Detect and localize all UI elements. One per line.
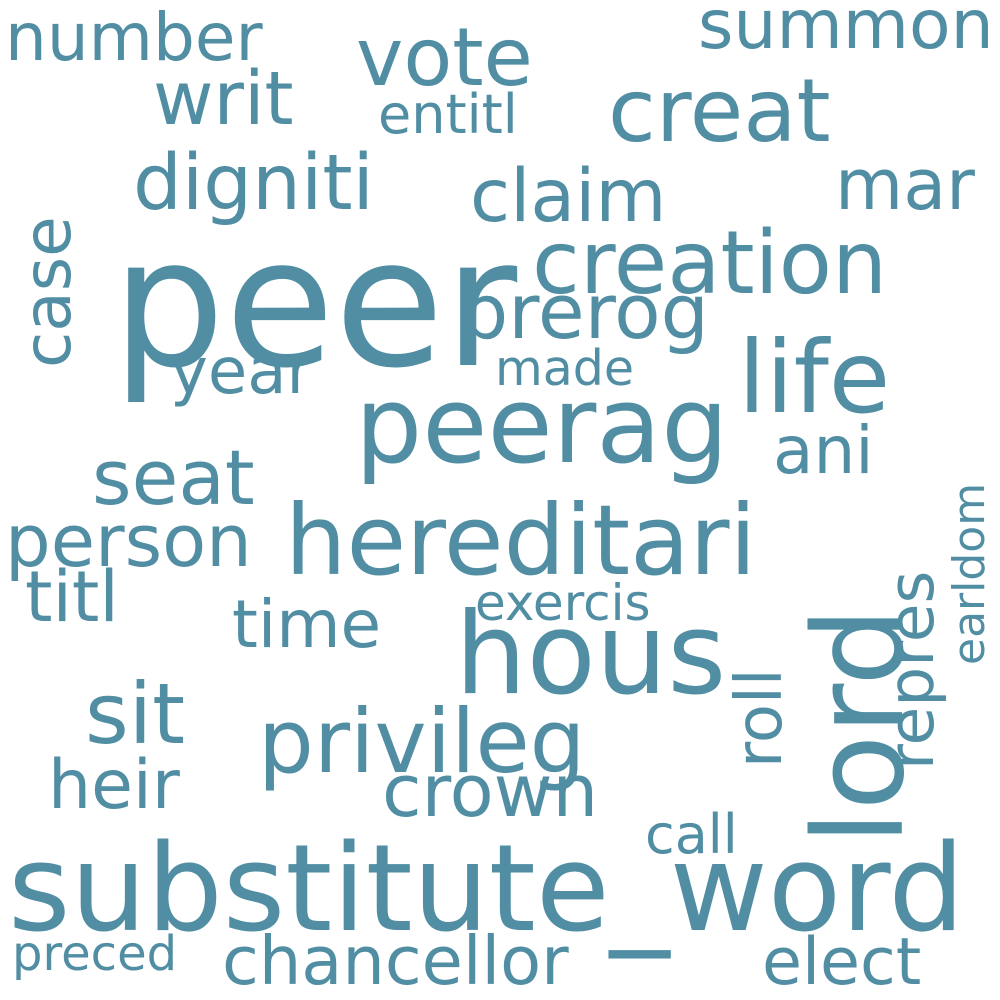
word-year: year [170,335,313,409]
word-call: call [645,803,738,866]
word-entitl: entitl [378,83,518,146]
word-mar: mar [835,144,975,226]
word-elect: elect [762,925,922,1000]
word-earldom: earldom [944,482,995,665]
word-crown: crown [382,749,599,833]
word-prerog: prerog [460,267,709,356]
word-hereditari: hereditari [285,484,757,597]
word-roll: roll [723,668,797,768]
word-exercis: exercis [475,574,651,632]
word-preced: preced [12,926,178,982]
word-titl: titl [25,556,119,638]
word-chancellor: chancellor [222,922,569,1000]
word-life: life [738,319,891,436]
word-person: person [5,499,252,583]
word-hous: hous [455,588,727,720]
word-sit: sit [85,665,186,763]
word-peer: peer [112,200,518,407]
word-peerag: peerag [355,364,729,487]
word-made: made [495,340,635,397]
word-seat: seat [92,433,255,522]
word-creation: creation [532,212,888,314]
word-writ: writ [153,56,294,142]
word-number: number [5,0,263,76]
word-substitute-word: substitute_word [8,820,965,959]
word-repres: repres [875,570,948,770]
word-case: case [9,216,86,368]
word-ani: ani [773,412,874,489]
word-summon: summon [698,0,994,65]
word-heir: heir [48,746,180,825]
word-privileg: privileg [258,690,586,793]
word-vote: vote [356,11,533,104]
word-creat: creat [608,60,831,162]
word-time: time [232,586,382,663]
word-claim: claim [470,154,667,239]
word-digniti: digniti [133,139,374,228]
